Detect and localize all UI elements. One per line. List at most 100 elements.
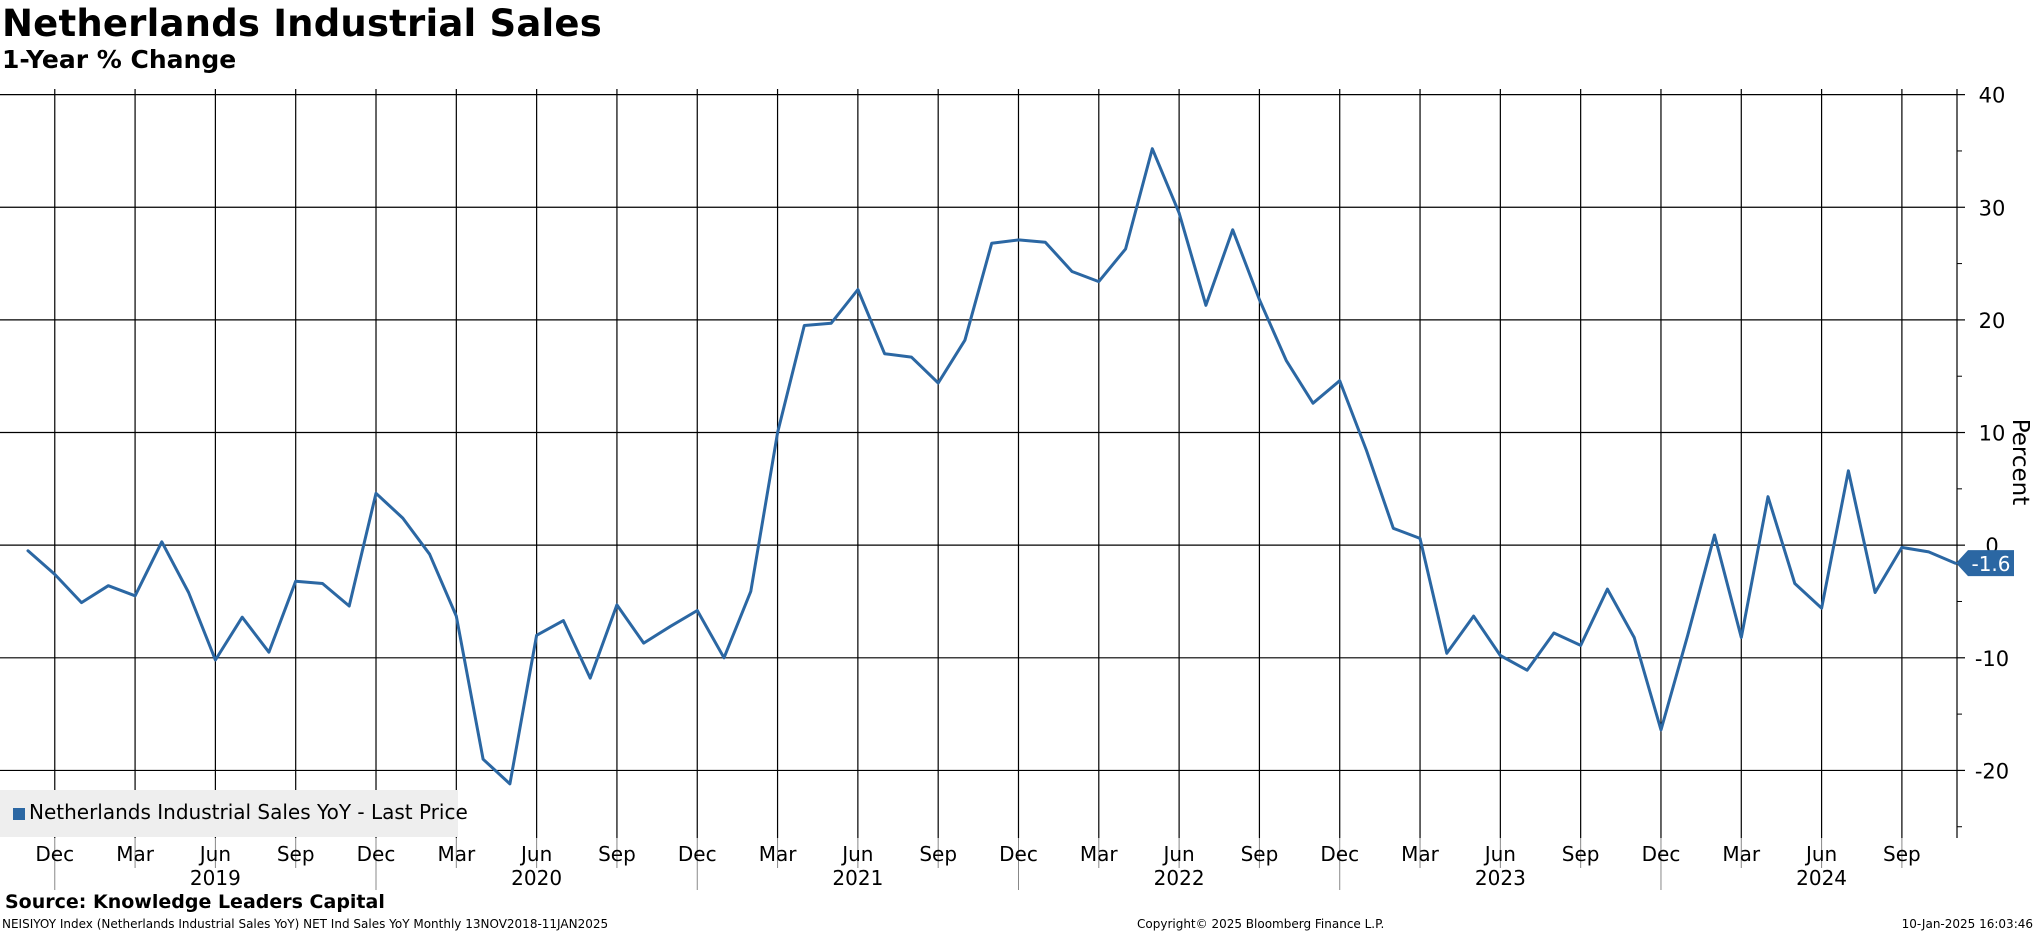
legend: Netherlands Industrial Sales YoY - Last … [0,790,468,837]
data-point [508,782,512,786]
data-point [642,641,646,645]
data-point [1418,536,1422,540]
data-point [749,589,753,593]
data-point [1953,561,1957,565]
chart-title: Netherlands Industrial Sales [2,2,602,45]
x-tick-label: Jun [840,842,873,866]
data-point [722,656,726,660]
last-value-tag [1956,550,2014,577]
x-tick-label: Mar [1401,842,1440,866]
data-point [936,381,940,385]
x-tick-label: Jun [519,842,552,866]
data-point [481,757,485,761]
y-tick-label: 20 [1979,309,2006,333]
x-tick-label: Dec [678,842,717,866]
data-point [1900,545,1904,549]
data-point [883,352,887,356]
data-point [1043,240,1047,244]
data-point [454,614,458,618]
data-point [990,241,994,245]
data-point [1793,581,1797,585]
data-point [1739,636,1743,640]
data-point [909,355,913,359]
data-point [829,321,833,325]
data-point [776,431,780,435]
x-tick-label: Dec [35,842,74,866]
data-point [1605,587,1609,591]
data-point [1659,728,1663,732]
x-year-label: 2021 [832,866,883,890]
data-point [187,590,191,594]
x-tick-label: Sep [277,842,315,866]
data-point [1498,654,1502,658]
data-point [615,603,619,607]
data-point [294,579,298,583]
data-point [1311,401,1315,405]
data-point [561,619,565,623]
data-point [26,549,30,553]
data-point [320,581,324,585]
data-point [1177,211,1181,215]
data-point [1552,631,1556,635]
x-tick-label: Mar [437,842,476,866]
data-point [963,338,967,342]
data-point [1766,495,1770,499]
data-point [856,287,860,291]
data-point [1391,526,1395,530]
x-year-label: 2019 [190,866,241,890]
x-tick-label: Sep [1562,842,1600,866]
x-tick-label: Jun [1161,842,1194,866]
data-point [1846,469,1850,473]
data-point [133,594,137,598]
x-tick-label: Sep [598,842,636,866]
series-layer [26,147,1957,786]
data-point [1579,643,1583,647]
data-point [428,552,432,556]
data-point [1338,379,1342,383]
x-year-label: 2022 [1154,866,1205,890]
x-tick-label: Mar [116,842,155,866]
y-tick-label: 40 [1979,84,2006,108]
data-point [1097,280,1101,284]
data-point [1713,533,1717,537]
grid-layer [0,89,1957,838]
x-tick-label: Dec [1320,842,1359,866]
data-point [1927,550,1931,554]
x-year-label: 2020 [511,866,562,890]
data-point [347,604,351,608]
data-point [1284,358,1288,362]
last-value-label: -1.6 [1971,552,2010,576]
x-year-label: 2024 [1796,866,1847,890]
data-point [1150,147,1154,151]
data-point [1257,298,1261,302]
data-point [1070,269,1074,273]
x-tick-label: Dec [999,842,1038,866]
data-point [695,608,699,612]
x-tick-label: Mar [759,842,798,866]
x-tick-label: Mar [1722,842,1761,866]
data-point [1124,247,1128,251]
index-info: NEISIYOY Index (Netherlands Industrial S… [2,917,609,931]
timestamp: 10-Jan-2025 16:03:46 [1901,917,2033,931]
data-point [668,624,672,628]
legend-swatch [13,808,25,820]
y-tick-label: -20 [1975,759,2009,783]
data-point [1686,633,1690,637]
x-tick-label: Jun [1804,842,1837,866]
x-tick-label: Jun [198,842,231,866]
data-point [1873,590,1877,594]
x-tick-label: Sep [1883,842,1921,866]
chart-subtitle: 1-Year % Change [2,45,237,74]
data-point [802,324,806,328]
x-tick-label: Mar [1080,842,1119,866]
data-point [1445,651,1449,655]
y-tick-label: 30 [1979,196,2006,220]
x-tick-label: Dec [1642,842,1681,866]
data-point [53,572,57,576]
data-point [1231,228,1235,232]
data-point [1632,636,1636,640]
source-note: Source: Knowledge Leaders Capital [5,891,385,913]
data-point [267,650,271,654]
